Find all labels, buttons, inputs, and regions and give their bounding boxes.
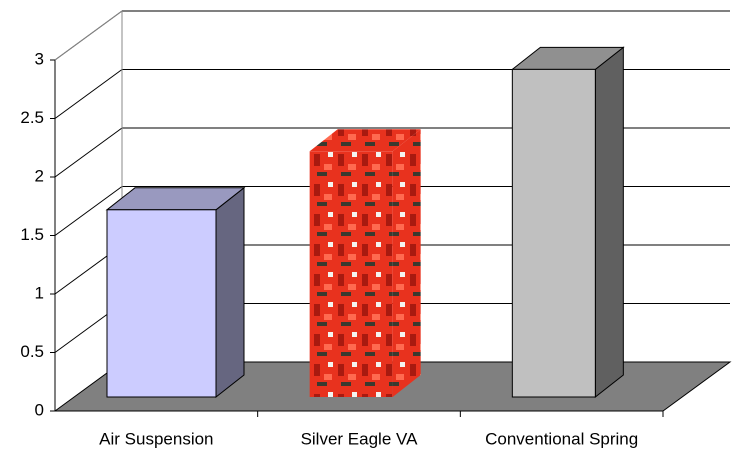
bar [309,151,393,397]
grid-line-diagonal [54,127,123,178]
y-tick-label: 1 [35,283,44,302]
bar [106,209,217,398]
bar-side [392,129,421,398]
y-tick-label: 0.5 [20,342,44,361]
bars [105,46,625,399]
y-tick-label: 0 [35,400,44,419]
bar-side [215,186,245,399]
grid-line-diagonal [54,186,123,236]
x-tick-label: Silver Eagle VA [301,429,419,448]
y-tick-label: 2.5 [20,108,44,127]
x-tick-label: Conventional Spring [485,429,638,448]
bar [511,68,596,398]
y-tick-label: 3 [35,49,44,68]
y-tick-label: 1.5 [20,225,44,244]
left-wall-top [54,10,123,61]
y-tick-label: 2 [35,166,44,185]
bar-side [594,46,624,399]
x-tick-label: Air Suspension [99,429,213,448]
bar-top [309,129,421,152]
grid-line-diagonal [54,69,123,119]
